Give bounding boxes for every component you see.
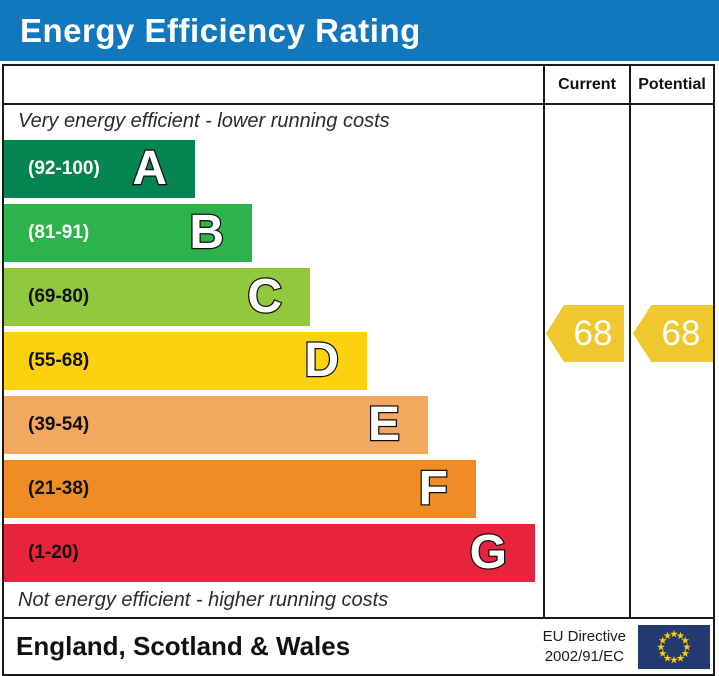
region-label: England, Scotland & Wales	[16, 631, 351, 661]
band-d-letter: D	[303, 334, 340, 387]
band-a-letter: A	[131, 142, 168, 195]
potential-column-header: Potential	[629, 66, 713, 103]
band-g: (1-20) G	[4, 524, 535, 582]
band-b: (81-91) B	[4, 204, 252, 262]
band-e-range: (39-54)	[28, 414, 90, 435]
column-header-row: Current Potential	[4, 66, 713, 105]
eu-directive-line2: 2002/91/EC	[544, 647, 624, 665]
band-e: (39-54) E	[4, 396, 428, 454]
potential-column-divider	[629, 105, 631, 617]
chart-body: Very energy efficient - lower running co…	[4, 105, 713, 619]
eu-flag-icon	[638, 624, 710, 669]
band-g-range: (1-20)	[28, 542, 79, 563]
top-caption: Very energy efficient - lower running co…	[18, 110, 390, 132]
page-title: Energy Efficiency Rating	[20, 11, 421, 49]
band-a: (92-100) A	[4, 140, 195, 198]
current-rating-arrow: 68	[546, 305, 624, 362]
band-f-range: (21-38)	[28, 478, 90, 499]
rating-panel: Current Potential Very energy efficient …	[2, 64, 715, 676]
band-a-range: (92-100)	[28, 158, 100, 179]
band-f: (21-38) F	[4, 460, 476, 518]
title-bar: Energy Efficiency Rating	[0, 0, 719, 61]
band-e-letter: E	[367, 398, 402, 451]
bottom-caption: Not energy efficient - higher running co…	[18, 589, 389, 611]
potential-rating-value: 68	[661, 313, 701, 353]
band-d-range: (55-68)	[28, 350, 90, 371]
band-c: (69-80) C	[4, 268, 310, 326]
eu-directive-line1: EU Directive	[542, 628, 626, 645]
current-column-divider	[543, 105, 545, 617]
header-spacer	[4, 66, 543, 103]
eu-directive-label: EU Directive 2002/91/EC	[543, 627, 626, 666]
current-column-header: Current	[543, 66, 629, 103]
band-c-range: (69-80)	[28, 286, 90, 307]
band-f-letter: F	[417, 462, 449, 515]
band-b-letter: B	[188, 206, 225, 259]
band-c-letter: C	[246, 270, 283, 323]
band-d: (55-68) D	[4, 332, 367, 390]
current-rating-value: 68	[573, 313, 613, 353]
band-b-range: (81-91)	[28, 222, 90, 243]
band-g-letter: G	[468, 526, 508, 579]
footer-row: England, Scotland & Wales EU Directive 2…	[4, 619, 713, 674]
potential-rating-arrow: 68	[633, 305, 713, 362]
